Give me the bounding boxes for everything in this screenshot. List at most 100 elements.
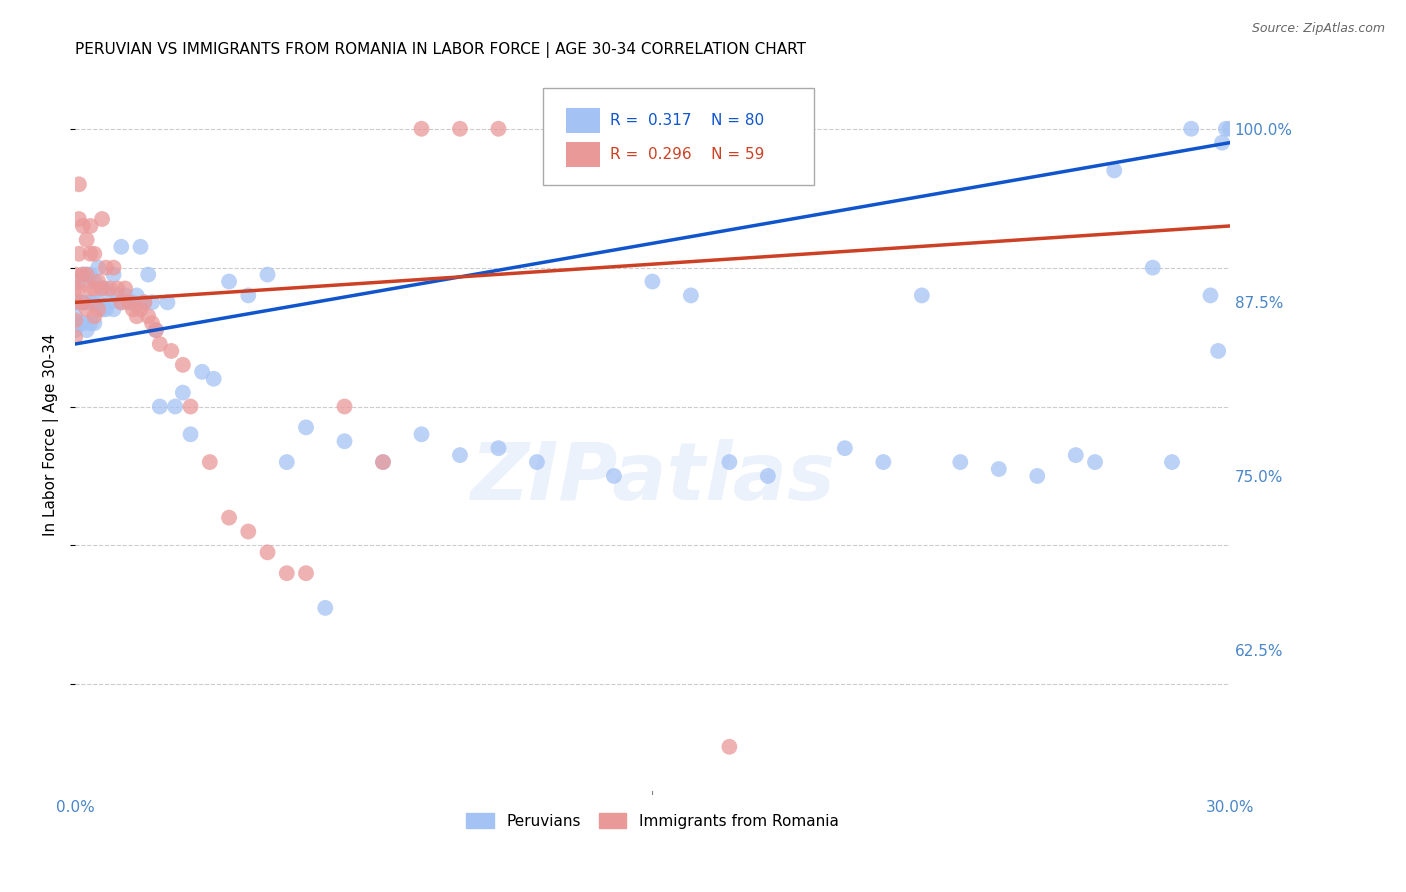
Point	[87, 295, 110, 310]
Point	[156, 295, 179, 310]
Point	[63, 323, 86, 337]
Point	[641, 275, 664, 289]
Point	[72, 268, 94, 282]
Point	[679, 288, 702, 302]
Point	[72, 295, 94, 310]
Point	[180, 427, 202, 442]
Point	[67, 281, 90, 295]
Point	[63, 295, 86, 310]
Point	[129, 240, 152, 254]
Point	[110, 295, 132, 310]
Point	[91, 212, 114, 227]
Point	[718, 455, 741, 469]
Point	[63, 313, 86, 327]
Point	[1180, 121, 1202, 136]
Point	[103, 302, 125, 317]
Point	[136, 310, 159, 324]
Point	[949, 455, 972, 469]
Point	[79, 295, 101, 310]
Point	[218, 275, 240, 289]
Text: Source: ZipAtlas.com: Source: ZipAtlas.com	[1251, 22, 1385, 36]
Point	[79, 246, 101, 260]
Point	[72, 316, 94, 330]
Point	[125, 288, 148, 302]
Point	[718, 739, 741, 754]
Point	[333, 434, 356, 449]
Point	[76, 233, 98, 247]
Point	[83, 295, 105, 310]
Point	[1161, 455, 1184, 469]
Point	[103, 268, 125, 282]
Point	[83, 316, 105, 330]
Point	[76, 323, 98, 337]
Point	[256, 545, 278, 559]
Point	[911, 288, 934, 302]
Point	[449, 448, 471, 462]
Point	[141, 295, 163, 310]
Point	[136, 268, 159, 282]
Point	[107, 288, 129, 302]
Point	[1219, 121, 1241, 136]
Point	[79, 316, 101, 330]
Point	[76, 268, 98, 282]
Point	[1104, 163, 1126, 178]
Point	[411, 427, 433, 442]
Point	[63, 295, 86, 310]
Point	[191, 365, 214, 379]
Point	[83, 281, 105, 295]
Point	[103, 260, 125, 275]
Point	[1211, 136, 1233, 150]
Point	[67, 316, 90, 330]
Point	[603, 121, 626, 136]
Point	[72, 219, 94, 233]
Point	[121, 302, 143, 317]
Point	[67, 212, 90, 227]
Point	[67, 178, 90, 192]
Point	[149, 400, 172, 414]
Point	[79, 268, 101, 282]
Point	[449, 121, 471, 136]
Point	[172, 385, 194, 400]
Point	[756, 469, 779, 483]
Point	[110, 240, 132, 254]
Point	[564, 121, 586, 136]
Point	[411, 121, 433, 136]
Point	[134, 295, 156, 310]
Point	[149, 337, 172, 351]
Point	[76, 268, 98, 282]
Point	[256, 268, 278, 282]
Point	[67, 295, 90, 310]
Point	[118, 295, 141, 310]
Point	[63, 310, 86, 324]
Point	[134, 295, 156, 310]
Point	[1064, 448, 1087, 462]
Point	[87, 260, 110, 275]
Bar	[565, 108, 600, 133]
Bar	[565, 142, 600, 167]
Point	[91, 302, 114, 317]
Point	[641, 121, 664, 136]
Point	[125, 310, 148, 324]
Point	[141, 316, 163, 330]
Point	[118, 295, 141, 310]
Text: R =  0.317    N = 80: R = 0.317 N = 80	[610, 113, 763, 128]
Point	[1215, 121, 1237, 136]
Point	[76, 302, 98, 317]
Point	[98, 295, 121, 310]
Point	[872, 455, 894, 469]
Point	[129, 302, 152, 317]
Point	[91, 281, 114, 295]
Point	[526, 455, 548, 469]
Point	[202, 372, 225, 386]
Point	[67, 275, 90, 289]
Text: PERUVIAN VS IMMIGRANTS FROM ROMANIA IN LABOR FORCE | AGE 30-34 CORRELATION CHART: PERUVIAN VS IMMIGRANTS FROM ROMANIA IN L…	[75, 42, 806, 58]
Point	[987, 462, 1010, 476]
Point	[1199, 288, 1222, 302]
Point	[1206, 343, 1229, 358]
Point	[834, 441, 856, 455]
Point	[98, 281, 121, 295]
Point	[87, 275, 110, 289]
Point	[63, 330, 86, 344]
Point	[94, 281, 117, 295]
Point	[679, 121, 702, 136]
